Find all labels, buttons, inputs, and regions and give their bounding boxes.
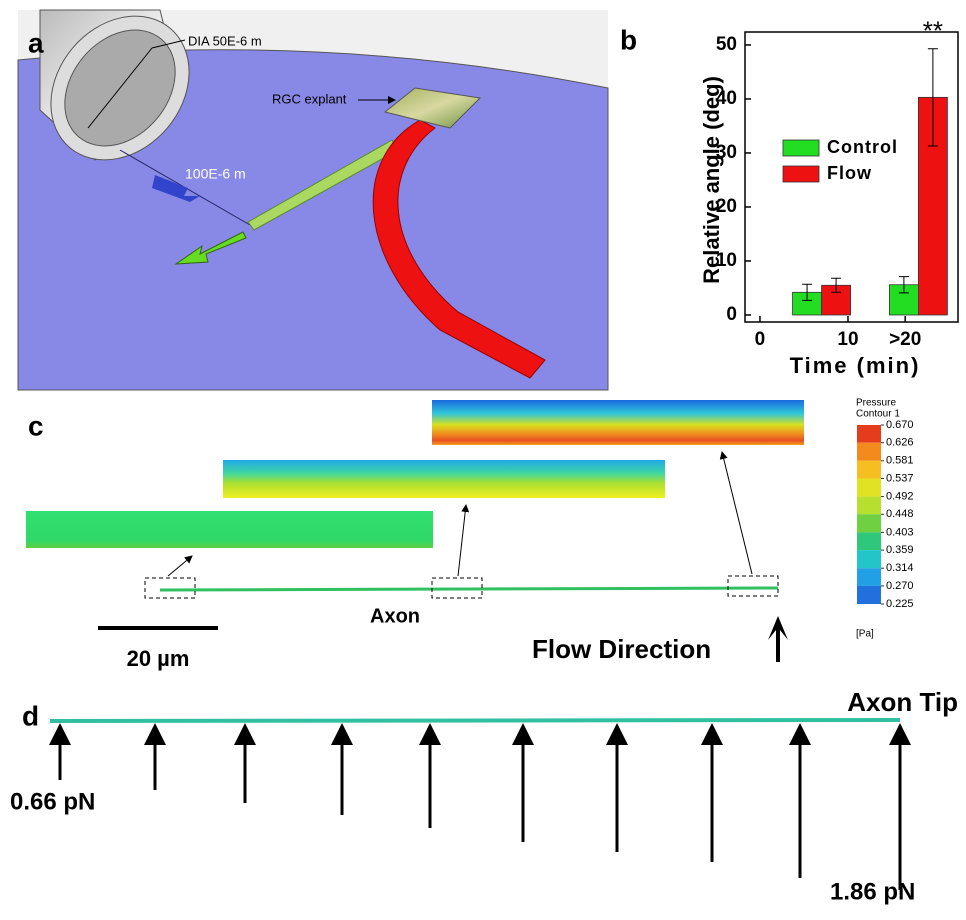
plot-frame	[744, 31, 959, 323]
zoom-box	[431, 577, 483, 599]
leader-line	[151, 39, 186, 49]
error-bar	[802, 283, 813, 301]
legend-label: Control	[827, 137, 898, 157]
tip-label: Axon Tip	[847, 687, 958, 717]
explant	[383, 87, 482, 129]
y-tick-label: 50	[716, 34, 737, 55]
colorbar-unit: [Pa]	[856, 629, 874, 640]
error-bar	[898, 276, 909, 294]
curved-axon	[372, 119, 546, 379]
colorbar-tick-label: 0.448	[886, 508, 914, 520]
force-arrowhead	[889, 723, 911, 745]
colorbar-segment	[857, 585, 881, 604]
zoom-arrow	[719, 451, 753, 575]
panel-c: c Axon 20 µm Flow Direction Pressure Con…	[26, 398, 914, 671]
colorbar-segment	[857, 550, 881, 569]
min-force-label: 0.66 pN	[10, 788, 95, 815]
y-tick-label: 10	[716, 250, 737, 271]
y-axis-label: Relative angle (deg)	[699, 76, 724, 284]
axon-line	[49, 718, 901, 723]
annotation: **	[923, 16, 943, 46]
colorbar-segment	[857, 496, 881, 515]
panel-d: d Axon Tip 0.66 pN 1.86 pN	[10, 687, 958, 905]
force-arrowhead	[606, 723, 628, 745]
panel-label: d	[22, 700, 39, 731]
colorbar-segment	[857, 425, 881, 443]
axon-line	[159, 586, 779, 592]
panel-a: DIA 50E-6 m 100E-6 m RGC explant a	[17, 9, 609, 391]
flow-label: Flow Direction	[532, 634, 711, 664]
max-force-label: 1.86 pN	[830, 878, 915, 905]
colorbar-tick-label: 0.670	[886, 419, 914, 431]
panel-label: c	[28, 410, 44, 441]
y-tick-label: 30	[716, 142, 737, 163]
force-arrowhead	[701, 723, 723, 745]
y-tick-label: 20	[716, 196, 737, 217]
pressure-strip	[432, 400, 804, 445]
scale-label: 20 µm	[127, 646, 190, 671]
distance-arrow	[152, 175, 200, 202]
y-tick-label: 40	[716, 88, 737, 109]
colorbar-tick-label: 0.359	[886, 544, 914, 556]
colorbar-title: Contour 1	[856, 409, 900, 420]
force-arrowhead	[234, 723, 256, 745]
panel-label: a	[28, 27, 44, 58]
legend-label: Flow	[827, 163, 872, 183]
error-bar	[927, 48, 938, 147]
colorbar-title: Pressure	[856, 398, 896, 409]
force-arrowhead	[49, 723, 71, 745]
colorbar-tick-label: 0.314	[886, 562, 914, 574]
pressure-strip	[26, 511, 433, 548]
colorbar-tick-label: 0.581	[886, 455, 914, 467]
zoom-box	[727, 575, 779, 597]
colorbar: Pressure Contour 1 [Pa] 0.670 0.626 0.581 0…	[856, 398, 914, 640]
flow-arrow	[768, 616, 788, 662]
explant-label: RGC explant	[272, 91, 347, 106]
colorbar-tick-label: 0.270	[886, 580, 914, 592]
pressure-strip	[223, 460, 665, 498]
x-tick-label: 0	[755, 329, 766, 350]
colorbar-segment	[857, 568, 881, 586]
growth-arrow	[174, 231, 247, 265]
x-tick-label: >20	[889, 329, 921, 350]
colorbar-tick-label: 0.492	[886, 491, 914, 503]
force-arrowhead	[144, 723, 166, 745]
panel-label: b	[620, 24, 637, 55]
colorbar-segment	[857, 460, 881, 479]
colorbar-tick-label: 0.403	[886, 526, 914, 538]
colorbar-tick-label: 0.626	[886, 437, 914, 449]
y-tick-label: 0	[726, 304, 737, 325]
colorbar-segment	[857, 442, 881, 461]
zoom-arrow	[167, 555, 193, 577]
colorbar-tick-label: 0.537	[886, 472, 914, 484]
zoom-box	[144, 577, 196, 599]
force-arrowhead	[331, 723, 353, 745]
force-arrowhead	[789, 723, 811, 745]
diameter-label: DIA 50E-6 m	[188, 33, 262, 48]
zoom-arrow	[457, 504, 470, 577]
legend-swatch	[782, 139, 820, 157]
distance-label: 100E-6 m	[185, 166, 246, 182]
x-axis-label: Time (min)	[790, 353, 921, 378]
panel-b: b Relative angle (deg) Time (min) 0 10 20 3…	[620, 16, 959, 378]
error-bar	[831, 277, 842, 293]
diameter-line	[87, 47, 153, 129]
x-tick-label: 10	[837, 329, 858, 350]
colorbar-segment	[857, 478, 881, 497]
force-arrowhead	[512, 723, 534, 745]
legend-swatch	[782, 165, 820, 183]
colorbar-segment	[857, 532, 881, 551]
colorbar-segment	[857, 514, 881, 533]
axon-label: Axon	[370, 605, 420, 627]
force-arrowhead	[419, 723, 441, 745]
colorbar-tick-label: 0.225	[886, 598, 914, 610]
